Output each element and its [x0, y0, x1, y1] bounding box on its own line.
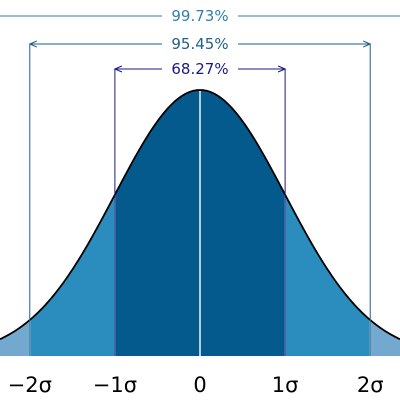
annotation-99.73%: 99.73%: [0, 7, 400, 25]
region-3: [0, 320, 30, 356]
bell-curve: [0, 89, 400, 341]
tick-label: 0: [193, 373, 206, 397]
annotation-95.45%: 95.45%: [28, 35, 372, 356]
tick-label: −2σ: [8, 373, 52, 397]
tick-label: 2σ: [357, 373, 384, 397]
x-axis-ticks: −2σ −1σ 0 1σ 2σ: [8, 373, 384, 397]
region-4: [370, 320, 400, 356]
tick-label: 1σ: [272, 373, 299, 397]
tick-label: −1σ: [93, 373, 137, 397]
percentage-annotations: 68.27% 95.45% 99.73%: [0, 7, 400, 356]
annotation-68.27%: 68.27%: [113, 60, 287, 356]
annotation-label: 99.73%: [171, 7, 228, 25]
annotation-label: 95.45%: [171, 35, 228, 53]
annotation-label: 68.27%: [171, 60, 228, 78]
